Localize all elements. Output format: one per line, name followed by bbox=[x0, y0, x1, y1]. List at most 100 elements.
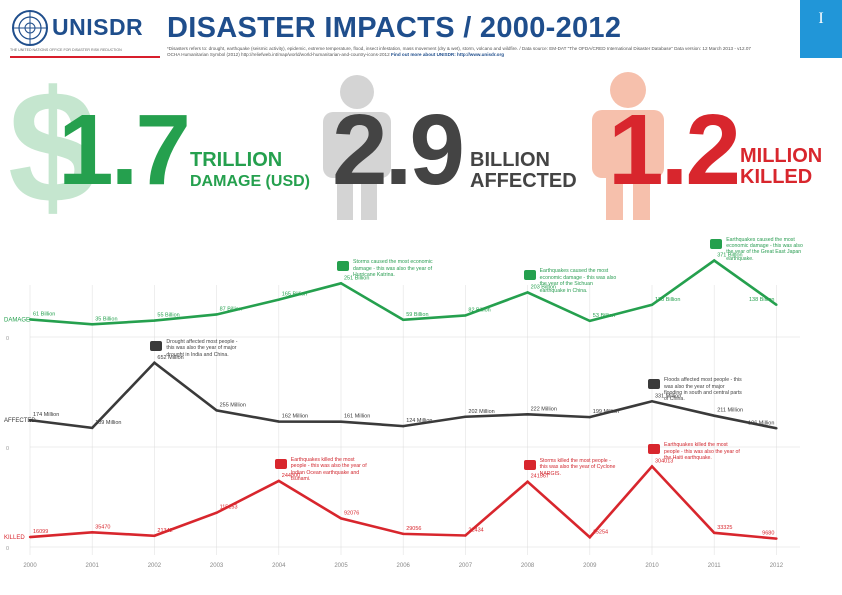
drought-icon bbox=[150, 340, 163, 351]
x-tick-label: 2006 bbox=[397, 563, 411, 569]
x-tick-label: 2007 bbox=[459, 563, 473, 569]
data-point bbox=[650, 400, 654, 403]
data-point bbox=[277, 298, 280, 301]
stat-killed-unit-line2: KILLED bbox=[740, 166, 813, 188]
data-point bbox=[775, 537, 778, 540]
data-point bbox=[91, 531, 94, 534]
data-label: 211 Million bbox=[717, 408, 743, 414]
logo-red-bar bbox=[10, 56, 160, 58]
event-note: Drought affected most people - this was … bbox=[166, 338, 238, 358]
data-label: 33325 bbox=[717, 525, 732, 531]
data-point bbox=[713, 531, 716, 535]
data-point bbox=[464, 415, 467, 418]
data-point bbox=[28, 418, 32, 422]
x-tick-label: 2012 bbox=[770, 563, 784, 569]
data-label: 331 Million bbox=[655, 393, 681, 399]
data-point bbox=[153, 534, 156, 537]
data-label: 87 Billion bbox=[220, 306, 242, 312]
data-point bbox=[339, 282, 343, 285]
x-tick-label: 2003 bbox=[210, 563, 224, 569]
data-label: 53 Billion bbox=[593, 313, 615, 319]
axis-zero-label: 0 bbox=[6, 446, 9, 452]
data-point bbox=[339, 420, 343, 423]
data-label: 109 Million bbox=[95, 420, 121, 426]
data-label: 138 Billion bbox=[655, 297, 680, 303]
x-tick-label: 2005 bbox=[334, 563, 348, 569]
data-point bbox=[464, 314, 467, 317]
axis-zero-label: 0 bbox=[6, 546, 9, 552]
data-label: 82 Billion bbox=[468, 307, 490, 313]
data-label: 199 Million bbox=[593, 409, 619, 415]
axis-zero-label: 0 bbox=[6, 336, 9, 342]
data-point bbox=[402, 424, 405, 428]
data-point bbox=[215, 511, 218, 514]
stat-killed-unit: MILLION KILLED bbox=[740, 146, 822, 188]
data-label: 29056 bbox=[406, 526, 421, 532]
person-grey-icon bbox=[323, 75, 391, 220]
data-point bbox=[588, 319, 591, 323]
data-point bbox=[526, 480, 529, 483]
data-point bbox=[91, 426, 94, 430]
x-tick-label: 2008 bbox=[521, 563, 535, 569]
data-point bbox=[91, 323, 94, 326]
event-note: Earthquakes killed the most people - thi… bbox=[664, 442, 740, 462]
data-point bbox=[775, 303, 778, 306]
data-label: 202 Million bbox=[468, 409, 494, 415]
data-point bbox=[402, 318, 405, 321]
data-label: 161 Million bbox=[344, 414, 370, 420]
data-label: 55 Billion bbox=[157, 313, 179, 319]
data-label: 124 Million bbox=[406, 418, 432, 424]
svg-text:$: $ bbox=[8, 70, 97, 220]
data-point bbox=[277, 420, 280, 423]
stat-damage-unit: TRILLION DAMAGE (USD) bbox=[190, 150, 310, 192]
event-note: Earthquakes caused the most economic dam… bbox=[726, 236, 803, 262]
source-note-main: *Disasters refers to: drought, earthquak… bbox=[167, 46, 751, 51]
data-point bbox=[28, 318, 32, 321]
event-note: Storms killed the most people - this was… bbox=[539, 457, 616, 477]
data-point bbox=[215, 313, 218, 316]
data-point bbox=[650, 303, 654, 306]
data-point bbox=[526, 291, 529, 294]
data-label: 115153 bbox=[220, 505, 238, 511]
page-title: DISASTER IMPACTS / 2000-2012 bbox=[167, 12, 622, 44]
x-tick-label: 2011 bbox=[708, 563, 722, 569]
earthquake-icon bbox=[710, 238, 723, 249]
data-label: 174 Million bbox=[33, 412, 59, 418]
data-label: 652 Million bbox=[157, 355, 183, 361]
stat-affected-unit: BILLION AFFECTED bbox=[470, 150, 577, 192]
data-point bbox=[215, 409, 218, 412]
stat-damage-unit-line1: TRILLION bbox=[190, 149, 283, 171]
data-label: 203 Billion bbox=[531, 284, 556, 290]
unisdr-logo: UNISDR THE UNITED NATIONS OFFICE FOR DIS… bbox=[10, 8, 160, 58]
source-note-link[interactable]: Find out more about UNISDR: http://www.u… bbox=[390, 52, 505, 57]
storm-icon bbox=[523, 459, 536, 470]
data-label: 251 Billion bbox=[344, 275, 369, 281]
flood-icon bbox=[648, 379, 660, 390]
x-tick-label: 2010 bbox=[645, 563, 659, 569]
data-label: 35470 bbox=[95, 524, 110, 530]
event-note: Floods affected most people - this was a… bbox=[664, 377, 742, 403]
data-label: 255 Million bbox=[220, 402, 246, 408]
data-label: 304013 bbox=[655, 458, 673, 464]
logo-tagline: THE UNITED NATIONS OFFICE FOR DISASTER R… bbox=[10, 48, 122, 52]
stat-affected-unit-line2: AFFECTED bbox=[470, 170, 577, 192]
data-label: 9680 bbox=[762, 531, 774, 537]
x-tick-label: 2004 bbox=[272, 563, 286, 569]
un-emblem-icon bbox=[12, 10, 48, 46]
data-label: 162 Million bbox=[282, 414, 308, 420]
logo-text: UNISDR bbox=[52, 14, 144, 40]
data-label: 92076 bbox=[344, 510, 359, 516]
earthquake-icon bbox=[648, 444, 660, 455]
stat-affected-number: 2.9 bbox=[332, 94, 465, 206]
row-label-damage: DAMAGE bbox=[4, 317, 30, 323]
event-note: Storms caused the most economic damage -… bbox=[353, 259, 433, 279]
data-label: 241567 bbox=[531, 474, 549, 480]
data-point bbox=[526, 413, 529, 416]
person-red-icon bbox=[592, 72, 664, 220]
headline-graphics: $ bbox=[8, 70, 664, 220]
data-point bbox=[464, 534, 467, 537]
slide-number: I bbox=[818, 10, 824, 27]
stat-damage-number: 1.7 bbox=[58, 94, 191, 206]
row-label-affected: AFFECTED bbox=[4, 418, 36, 424]
